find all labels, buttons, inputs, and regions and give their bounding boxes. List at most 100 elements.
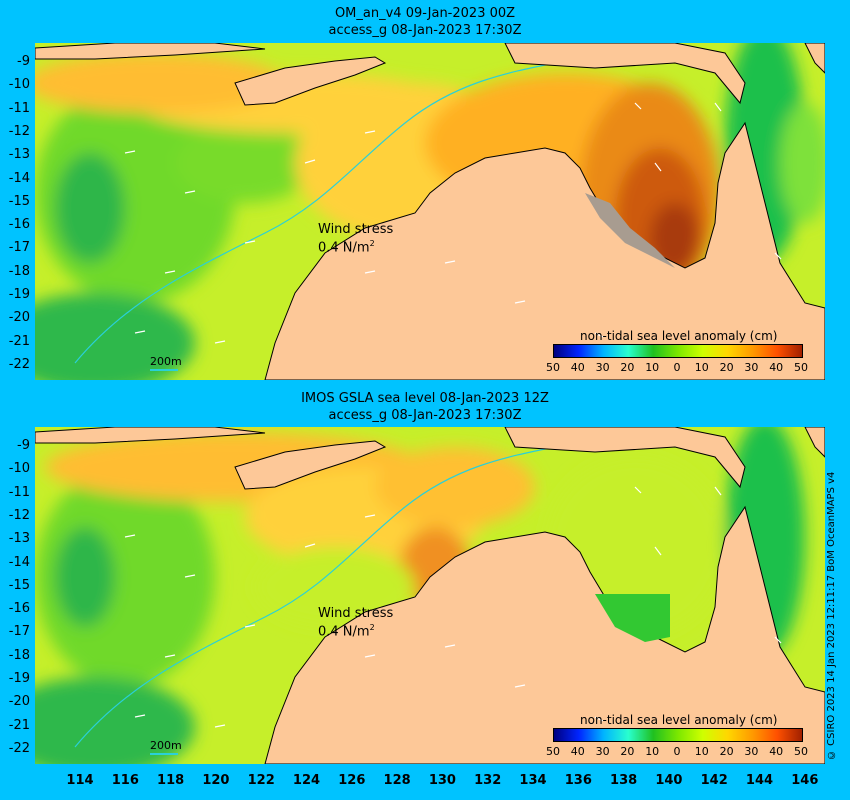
- wind-stress-exp: 2: [369, 239, 375, 248]
- timor-island: [234, 56, 387, 106]
- lat-tick-label: -17: [8, 240, 30, 256]
- colorbar-tick-label: 50: [794, 361, 808, 374]
- lon-tick-label: 132: [474, 773, 502, 788]
- lat-tick-label: -11: [8, 100, 30, 116]
- wind-stress-value: 0.4 N/m: [318, 240, 370, 256]
- lat-tick-label: -18: [8, 647, 30, 663]
- colorbar-tick-label: 0: [673, 361, 681, 374]
- lat-tick-label: -9: [17, 54, 30, 69]
- bottom-lat-axis: -9 -10 -11 -12 -13 -14 -15 -16 -17 -18 -19 -20 -21 -2…: [0, 427, 30, 764]
- timor-island: [234, 440, 387, 490]
- lat-tick-label: -14: [8, 554, 30, 570]
- colorbar-tick-label: 20: [620, 745, 635, 758]
- colorbar-tick-label: 40: [570, 361, 585, 374]
- lat-tick-label: -12: [8, 123, 30, 139]
- colorbar-tick-label: 0: [673, 745, 681, 758]
- top-title-line1: OM_an_v4 09-Jan-2023 00Z: [334, 6, 516, 21]
- lon-tick-label: 118: [157, 773, 185, 788]
- scale-label: 200m: [150, 355, 182, 368]
- lon-tick-label: 114: [66, 773, 94, 788]
- wind-stress-title: Wind stress: [318, 222, 394, 237]
- bottom-title-line1: IMOS GSLA sea level 08-Jan-2023 12Z: [301, 391, 549, 406]
- lat-tick-label: -16: [8, 217, 30, 233]
- lat-tick-label: -12: [8, 507, 30, 523]
- colorbar-tick-label: 10: [694, 361, 709, 374]
- colorbar: [553, 344, 803, 358]
- lat-tick-label: -9: [17, 438, 30, 453]
- colorbar-tick-label: 50: [546, 361, 560, 374]
- lon-tick-label: 138: [610, 773, 638, 788]
- wind-stress-value: 0.4 N/m: [318, 624, 370, 640]
- top-map: Wind stress 0.4 N/m2 200m non-tidal sea …: [35, 43, 825, 380]
- lon-tick-label: 128: [383, 773, 411, 788]
- scale-label: 200m: [150, 739, 182, 752]
- lat-tick-label: -15: [8, 193, 30, 209]
- lon-tick-label: 120: [202, 773, 230, 788]
- lat-tick-label: -11: [8, 484, 30, 500]
- wind-stress-title: Wind stress: [318, 606, 394, 621]
- colorbar-tick-label: 30: [744, 361, 759, 374]
- lon-tick-label: 140: [655, 773, 683, 788]
- lon-tick-label: 116: [111, 773, 139, 788]
- colorbar-tick-label: 30: [595, 361, 610, 374]
- lat-tick-label: -13: [8, 147, 30, 163]
- lat-tick-label: -22: [8, 356, 30, 372]
- colorbar-tick-label: 20: [620, 361, 635, 374]
- scale-legend: 200m: [150, 739, 182, 755]
- lat-tick-label: -18: [8, 263, 30, 279]
- lat-tick-label: -20: [8, 310, 30, 326]
- colorbar-tick-label: 50: [794, 745, 808, 758]
- lon-tick-label: 136: [564, 773, 592, 788]
- bottom-map: Wind stress 0.4 N/m2 200m non-tidal sea …: [35, 427, 825, 764]
- lat-tick-label: -20: [8, 694, 30, 710]
- wind-stress-label: Wind stress 0.4 N/m2: [318, 607, 393, 639]
- colorbar-tick-label: 30: [744, 745, 759, 758]
- lon-tick-label: 144: [745, 773, 774, 788]
- colorbar-tick-label: 10: [694, 745, 709, 758]
- lat-tick-label: -17: [8, 624, 30, 640]
- lat-tick-label: -22: [8, 740, 30, 756]
- lat-tick-label: -16: [8, 601, 30, 617]
- lon-tick-label: 122: [247, 773, 275, 788]
- lat-tick-label: -10: [8, 461, 30, 477]
- indonesia-islands: [35, 427, 266, 444]
- lon-tick-label: 130: [428, 773, 456, 788]
- colorbar-tick-label: 20: [719, 361, 734, 374]
- indonesia-islands: [35, 43, 266, 60]
- lat-tick-label: -19: [8, 671, 30, 686]
- colorbar-title: non-tidal sea level anomaly (cm): [580, 713, 778, 727]
- wind-stress-label: Wind stress 0.4 N/m2: [318, 223, 393, 255]
- lat-tick-label: -14: [8, 170, 30, 186]
- colorbar-tick-label: 50: [546, 745, 560, 758]
- lat-tick-label: -13: [8, 531, 30, 547]
- lat-tick-label: -10: [8, 77, 30, 93]
- gulf-patch: [595, 594, 670, 642]
- bottom-title-line2: access_g 08-Jan-2023 17:30Z: [328, 408, 522, 423]
- isobath-200m: [74, 446, 556, 748]
- lat-tick-label: -21: [8, 717, 30, 733]
- colorbar-tick-label: 40: [769, 745, 784, 758]
- colorbar-tick-label: 10: [645, 361, 660, 374]
- colorbar-title: non-tidal sea level anomaly (cm): [580, 329, 778, 343]
- lat-tick-label: -15: [8, 577, 30, 593]
- lat-tick-label: -21: [8, 333, 30, 349]
- colorbar-tick-label: 30: [595, 745, 610, 758]
- isobath-200m: [74, 62, 556, 364]
- colorbar-tick-label: 40: [769, 361, 784, 374]
- colorbar-tick-label: 20: [719, 745, 734, 758]
- lon-tick-label: 142: [700, 773, 728, 788]
- wind-arrows: [124, 102, 782, 344]
- colorbar: [553, 728, 803, 742]
- lon-tick-label: 126: [338, 773, 366, 788]
- new-guinea: [504, 43, 746, 105]
- lon-tick-label: 146: [791, 773, 819, 788]
- scale-legend: 200m: [150, 355, 182, 371]
- lat-tick-label: -19: [8, 287, 30, 302]
- lon-tick-label: 124: [292, 773, 321, 788]
- credit-text: © CSIRO 2023 14 Jan 2023 12:11:17 BoM Oc…: [826, 471, 837, 760]
- new-guinea: [504, 427, 746, 489]
- wind-stress-exp: 2: [369, 623, 375, 632]
- top-title-line2: access_g 08-Jan-2023 17:30Z: [328, 23, 522, 38]
- colorbar-tick-label: 40: [570, 745, 585, 758]
- lon-tick-label: 134: [519, 773, 547, 788]
